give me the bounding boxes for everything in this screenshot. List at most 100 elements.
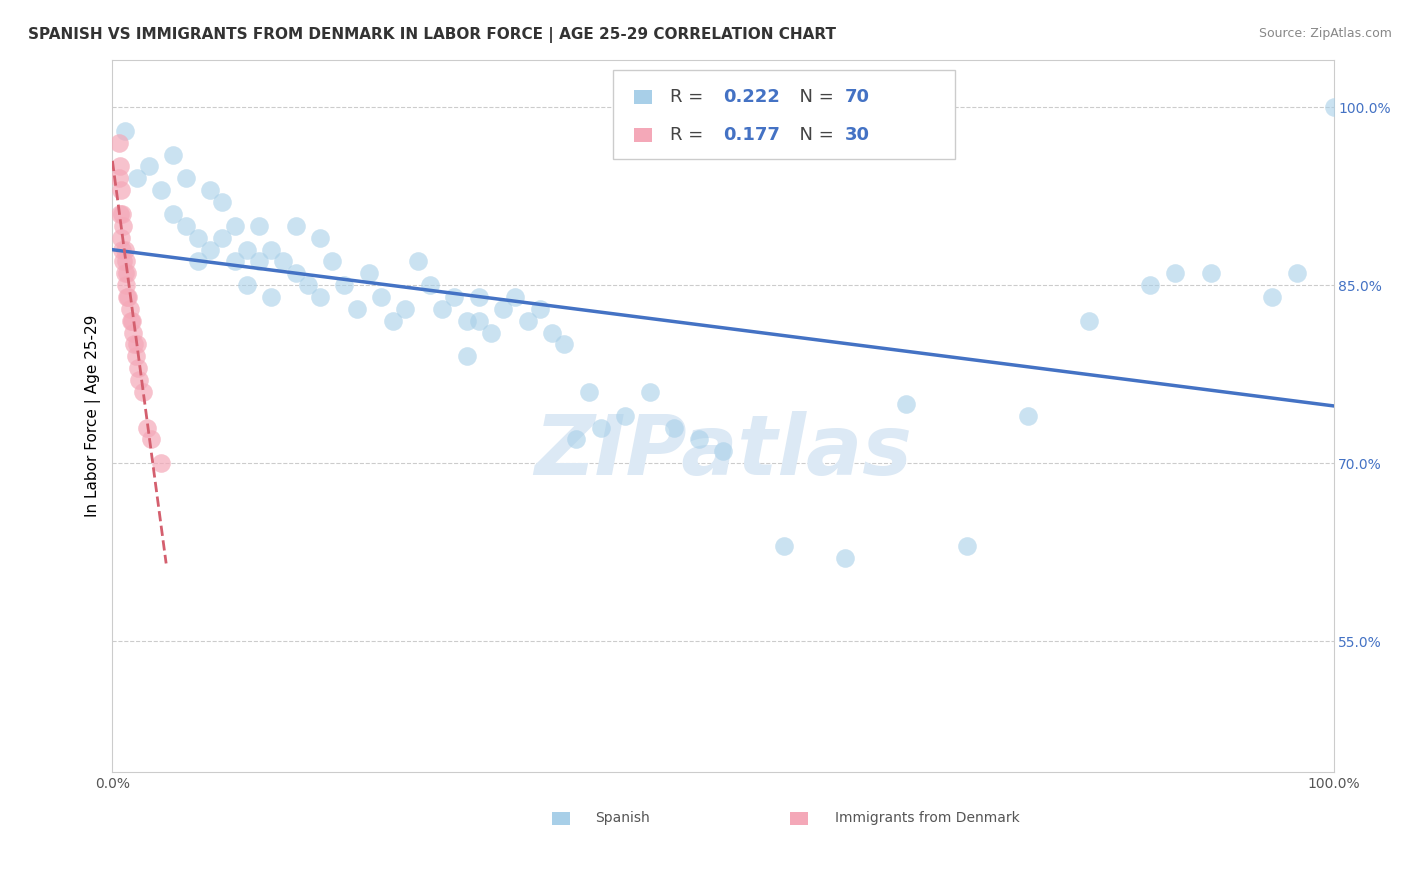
Point: [112, 219, 135, 233]
FancyBboxPatch shape: [613, 70, 955, 160]
Point: [124, 337, 146, 351]
Point: [1017, 409, 1039, 423]
Point: [128, 373, 150, 387]
Y-axis label: In Labor Force | Age 25-29: In Labor Force | Age 25-29: [86, 315, 101, 516]
Point: [115, 254, 138, 268]
Point: [141, 433, 163, 447]
Point: [150, 183, 173, 197]
Point: [357, 266, 380, 280]
Point: [419, 278, 441, 293]
Point: [589, 420, 612, 434]
Point: [260, 243, 283, 257]
Text: Spanish: Spanish: [595, 811, 650, 825]
Point: [1139, 278, 1161, 293]
Point: [1322, 100, 1344, 114]
Text: N =: N =: [787, 127, 839, 145]
Point: [467, 314, 489, 328]
Point: [370, 290, 392, 304]
Point: [125, 171, 148, 186]
Point: [565, 433, 588, 447]
Point: [174, 171, 197, 186]
Point: [187, 254, 209, 268]
FancyBboxPatch shape: [634, 128, 652, 143]
Point: [127, 361, 149, 376]
Point: [114, 266, 136, 280]
Point: [110, 183, 132, 197]
Point: [662, 420, 685, 434]
Point: [235, 278, 257, 293]
Point: [198, 243, 221, 257]
Point: [107, 136, 129, 150]
Point: [110, 230, 132, 244]
Point: [456, 314, 478, 328]
Point: [297, 278, 319, 293]
Point: [132, 384, 155, 399]
Point: [138, 160, 160, 174]
Point: [273, 254, 295, 268]
Point: [406, 254, 429, 268]
Point: [711, 444, 734, 458]
Point: [394, 301, 416, 316]
Point: [120, 314, 142, 328]
Point: [115, 290, 138, 304]
Point: [211, 195, 233, 210]
Point: [834, 551, 856, 566]
Point: [479, 326, 502, 340]
Point: [107, 171, 129, 186]
Point: [333, 278, 356, 293]
Point: [125, 337, 148, 351]
Point: [309, 290, 332, 304]
Point: [529, 301, 551, 316]
Point: [638, 384, 661, 399]
Point: [505, 290, 527, 304]
Point: [115, 266, 138, 280]
Point: [260, 290, 283, 304]
Point: [235, 243, 257, 257]
Text: ZIPatlas: ZIPatlas: [534, 411, 912, 491]
Point: [114, 124, 136, 138]
Point: [117, 290, 139, 304]
FancyBboxPatch shape: [634, 90, 652, 103]
Point: [688, 433, 710, 447]
Text: 70: 70: [845, 87, 870, 106]
Point: [247, 254, 270, 268]
Point: [174, 219, 197, 233]
Point: [111, 207, 134, 221]
Point: [956, 539, 979, 553]
Point: [284, 219, 307, 233]
Text: N =: N =: [787, 87, 839, 106]
Point: [162, 207, 184, 221]
Text: Source: ZipAtlas.com: Source: ZipAtlas.com: [1258, 27, 1392, 40]
Point: [111, 243, 134, 257]
Point: [115, 278, 138, 293]
Point: [894, 397, 917, 411]
Point: [224, 219, 246, 233]
FancyBboxPatch shape: [553, 812, 569, 824]
Point: [541, 326, 564, 340]
Point: [114, 243, 136, 257]
Text: SPANISH VS IMMIGRANTS FROM DENMARK IN LABOR FORCE | AGE 25-29 CORRELATION CHART: SPANISH VS IMMIGRANTS FROM DENMARK IN LA…: [28, 27, 837, 43]
Point: [578, 384, 600, 399]
Point: [1261, 290, 1284, 304]
Point: [1164, 266, 1187, 280]
Point: [1285, 266, 1308, 280]
Text: R =: R =: [671, 87, 716, 106]
Point: [211, 230, 233, 244]
Point: [321, 254, 343, 268]
Point: [108, 207, 131, 221]
Point: [1078, 314, 1101, 328]
Point: [150, 456, 173, 470]
Point: [382, 314, 405, 328]
Point: [346, 301, 368, 316]
Point: [122, 326, 145, 340]
Point: [1201, 266, 1223, 280]
Point: [516, 314, 538, 328]
Point: [124, 350, 146, 364]
Point: [187, 230, 209, 244]
Point: [112, 254, 135, 268]
Point: [135, 420, 157, 434]
Point: [456, 350, 478, 364]
Point: [247, 219, 270, 233]
Point: [121, 314, 143, 328]
Point: [443, 290, 465, 304]
